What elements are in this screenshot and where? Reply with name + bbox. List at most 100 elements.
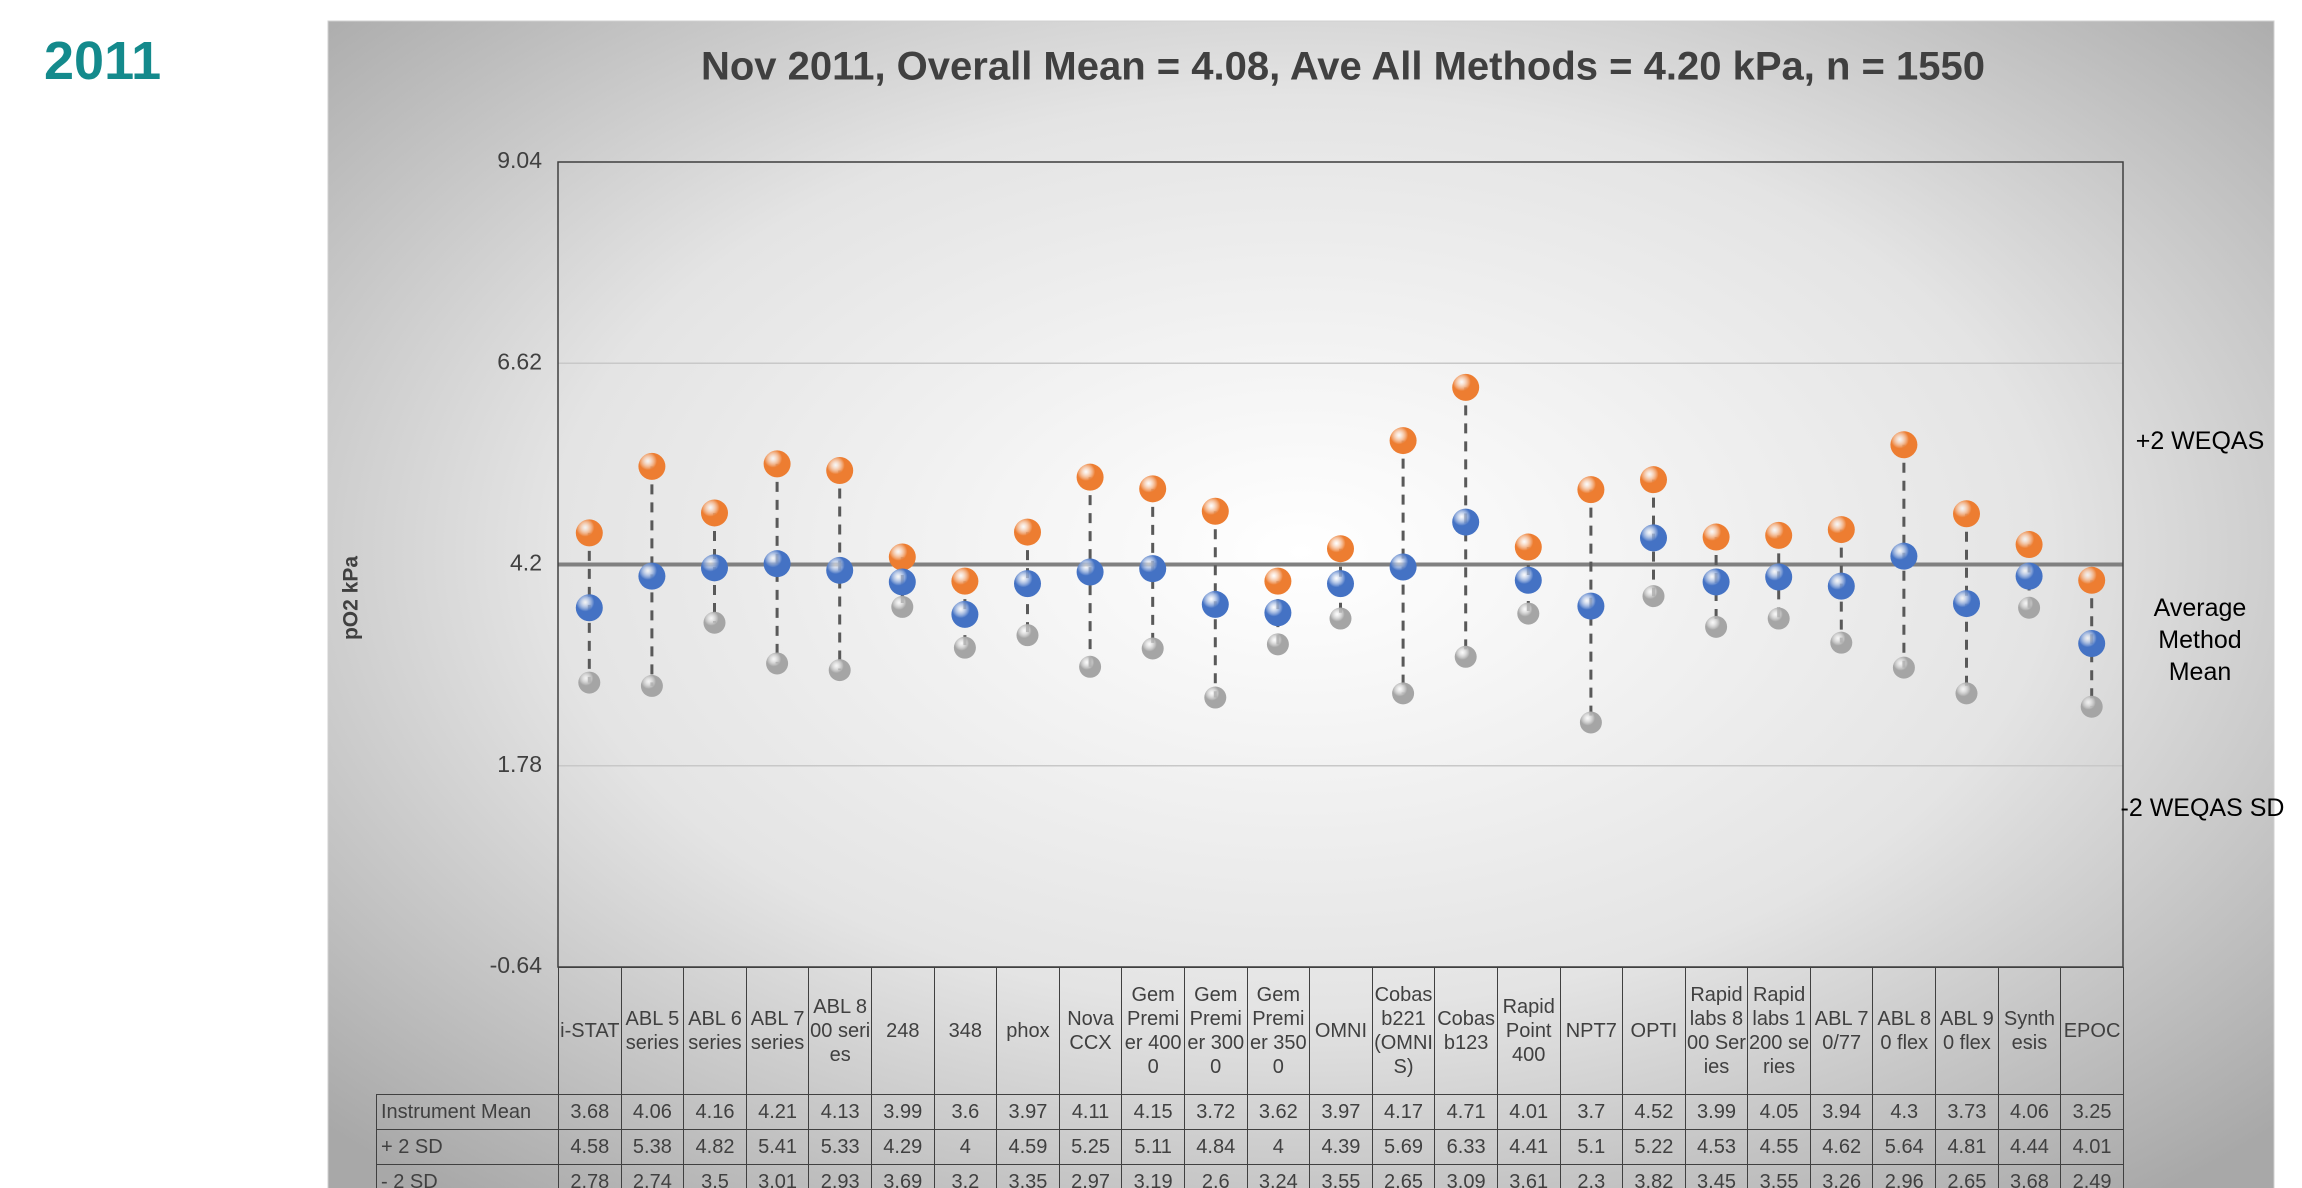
table-value: 3.68 xyxy=(1997,1164,2062,1188)
marker xyxy=(766,652,789,675)
table-value: 4.55 xyxy=(1747,1129,1811,1165)
marker xyxy=(1327,570,1354,598)
x-tick-label: Gem Premier 4000 xyxy=(1121,967,1185,1095)
table-value: 3.55 xyxy=(1309,1164,1373,1188)
marker xyxy=(638,452,666,480)
x-tick-label: ABL 5 series xyxy=(620,967,685,1095)
marker xyxy=(1264,599,1292,627)
table-value: 3.25 xyxy=(2060,1094,2124,1130)
table-row: Instrument Mean 3.68 4.06 4.16 4.21 4.13 3.99 3… xyxy=(376,1094,2124,1130)
table-value: 2.97 xyxy=(1058,1164,1123,1188)
marker xyxy=(1392,682,1415,705)
marker xyxy=(703,611,726,634)
table-value: 4.82 xyxy=(683,1129,747,1165)
table-value: 4.13 xyxy=(808,1094,872,1130)
marker xyxy=(1389,553,1417,581)
marker xyxy=(1139,475,1167,503)
marker xyxy=(1579,711,1602,734)
x-tick-label: EPOC xyxy=(2060,967,2124,1095)
table-value: 2.74 xyxy=(620,1164,685,1188)
legend-entry: + 2 SD xyxy=(376,1129,559,1165)
marker xyxy=(1264,567,1292,595)
marker xyxy=(1640,466,1667,494)
marker xyxy=(1953,590,1980,618)
marker xyxy=(1327,535,1354,563)
marker xyxy=(763,550,791,578)
table-value: 4.52 xyxy=(1622,1094,1686,1130)
marker xyxy=(2078,630,2106,658)
table-value: 2.3 xyxy=(1559,1164,1624,1188)
marker xyxy=(1079,655,1102,678)
marker xyxy=(1014,570,1041,598)
marker xyxy=(951,600,979,628)
table-value: 5.11 xyxy=(1121,1129,1185,1165)
table-value: 3.62 xyxy=(1246,1094,1311,1130)
table-value: 5.69 xyxy=(1371,1129,1436,1165)
table-value: 3.26 xyxy=(1809,1164,1874,1188)
table-value: 4.29 xyxy=(870,1129,935,1165)
marker xyxy=(701,554,728,582)
marker xyxy=(640,674,663,697)
table-value: 3.97 xyxy=(996,1094,1060,1130)
table-value: 3.55 xyxy=(1747,1164,1811,1188)
x-tick-label: Rapid Point 400 xyxy=(1496,967,1561,1095)
year-label: 2011 xyxy=(44,31,162,91)
chart-title: Nov 2011, Overall Mean = 4.08, Ave All M… xyxy=(701,45,1985,89)
table-value: 4.39 xyxy=(1309,1129,1373,1165)
table-row: - 2 SD 2.78 2.74 3.5 3.01 2.93 3.69 3.2 3.35 2.97… xyxy=(376,1164,2124,1188)
table-value: 4.62 xyxy=(1809,1129,1874,1165)
table-row: + 2 SD 4.58 5.38 4.82 5.41 5.33 4.29 4 4.59 5.25 5… xyxy=(376,1129,2124,1165)
marker xyxy=(1204,686,1227,709)
table-value: 3.2 xyxy=(933,1164,998,1188)
marker xyxy=(763,450,791,478)
marker xyxy=(2015,531,2043,559)
marker xyxy=(1452,373,1480,401)
x-tick-label: Rapid labs 800 Series xyxy=(1684,967,1749,1095)
x-tick-label: i-STAT xyxy=(558,967,622,1095)
table-value: 5.25 xyxy=(1058,1129,1123,1165)
table-value: 3.6 xyxy=(933,1094,998,1130)
x-tick-label: ABL 800 series xyxy=(808,967,872,1095)
table-value: 4.84 xyxy=(1183,1129,1248,1165)
table-header-row: i-STAT ABL 5 series ABL 6 series ABL 7 seri… xyxy=(377,967,2124,1095)
table-value: 4.11 xyxy=(1058,1094,1123,1130)
table-value: 3.19 xyxy=(1121,1164,1185,1188)
table-value: 3.73 xyxy=(1935,1094,1999,1130)
table-corner xyxy=(377,968,559,1095)
marker xyxy=(638,562,666,590)
table-value: 4.58 xyxy=(558,1129,622,1165)
table-value: 4.71 xyxy=(1434,1094,1498,1130)
table-value: 2.65 xyxy=(1935,1164,1999,1188)
marker xyxy=(1955,682,1978,705)
x-tick-label: 248 xyxy=(870,967,935,1095)
annotation: -2 WEQAS SD xyxy=(2120,794,2285,822)
marker xyxy=(1890,542,1918,570)
marker xyxy=(1642,585,1665,608)
table-value: 4.06 xyxy=(620,1094,685,1130)
table-value: 4.06 xyxy=(1997,1094,2062,1130)
table-value: 2.6 xyxy=(1183,1164,1248,1188)
table-value: 3.68 xyxy=(558,1094,622,1130)
x-tick-label: Rapid labs 1200 series xyxy=(1747,967,1811,1095)
table-value: 3.7 xyxy=(1559,1094,1624,1130)
table-value: 4.21 xyxy=(745,1094,810,1130)
marker xyxy=(1076,558,1104,586)
x-tick-label: OPTI xyxy=(1622,967,1686,1095)
marker xyxy=(1014,518,1041,546)
table-value: 5.41 xyxy=(745,1129,810,1165)
data-table: i-STAT ABL 5 series ABL 6 series ABL 7 seri… xyxy=(376,967,2124,1188)
table-value: 3.01 xyxy=(745,1164,810,1188)
y-axis-label: pO2 kPa xyxy=(340,556,363,640)
table-value: 3.82 xyxy=(1622,1164,1686,1188)
x-tick-label: ABL 7 series xyxy=(745,967,810,1095)
table-value: 3.45 xyxy=(1684,1164,1749,1188)
table-value: 2.96 xyxy=(1872,1164,1937,1188)
marker xyxy=(1705,615,1728,638)
marker xyxy=(1892,656,1915,679)
x-tick-label: OMNI xyxy=(1309,967,1373,1095)
marker xyxy=(701,499,728,527)
marker xyxy=(1827,516,1855,544)
y-tick-label: 9.04 xyxy=(497,147,542,173)
table-value: 4.53 xyxy=(1684,1129,1749,1165)
x-tick-label: Nova CCX xyxy=(1058,967,1123,1095)
